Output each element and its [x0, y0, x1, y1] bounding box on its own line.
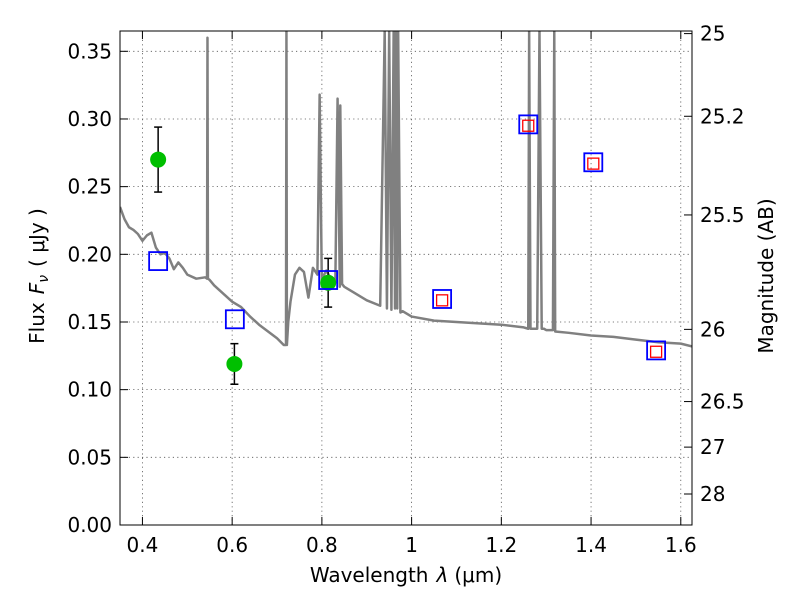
observed-point	[150, 151, 167, 168]
y2-tick-labels: 25 25.2 25.5 26 26.5 27 28	[700, 22, 745, 506]
y2-tick-label: 25.5	[700, 203, 745, 227]
model-point-blue	[583, 152, 604, 173]
y-tick-label: 0.05	[67, 445, 112, 469]
axes	[119, 30, 693, 526]
photometry-points	[148, 114, 667, 385]
y2-tick-label: 25.2	[700, 104, 745, 128]
model-point-blue	[432, 289, 453, 309]
y-tick-labels: 0.00 0.05 0.10 0.15 0.20 0.25 0.30 0.35	[67, 39, 112, 537]
model-point-red	[649, 345, 663, 358]
model-point-blue	[646, 340, 667, 361]
y2-axis-label: Magnitude (AB)	[754, 198, 778, 353]
y2-tick-label: 25	[700, 22, 725, 46]
observed-point	[226, 355, 243, 372]
observed-point	[320, 274, 337, 291]
x-tick-labels: 0.4 0.6 0.8 1 1.2 1.4 1.6	[127, 533, 697, 557]
model-point-blue	[148, 251, 169, 271]
y-tick-label: 0.20	[67, 242, 112, 266]
model-point-red	[435, 294, 449, 307]
x-tick-label: 0.6	[216, 533, 248, 557]
x-tick-label: 0.8	[306, 533, 338, 557]
x-tick-label: 1.2	[485, 533, 517, 557]
y-tick-label: 0.15	[67, 310, 112, 334]
y-tick-label: 0.30	[67, 107, 112, 131]
x-axis-label: Wavelength λ (μm)	[310, 563, 502, 587]
model-point-blue	[318, 270, 339, 290]
model-point-red	[587, 157, 600, 170]
y-tick-label: 0.10	[67, 378, 112, 402]
y-tick-label: 0.00	[67, 513, 112, 537]
x-tick-label: 0.4	[127, 533, 159, 557]
x-tick-label: 1.4	[575, 533, 607, 557]
model-point-red	[522, 119, 535, 132]
y2-tick-label: 28	[700, 482, 725, 506]
y-tick-label: 0.35	[67, 39, 112, 63]
y2-tick-label: 26	[700, 317, 725, 341]
y-tick-label: 0.25	[67, 175, 112, 199]
x-tick-label: 1	[405, 533, 418, 557]
plot-frame	[119, 30, 693, 526]
y2-tick-label: 26.5	[700, 390, 745, 414]
y2-tick-label: 27	[700, 435, 725, 459]
x-tick-label: 1.6	[665, 533, 697, 557]
model-point-blue	[518, 114, 539, 135]
y-axis-label: FluxFν( μJy )	[25, 208, 52, 344]
model-point-blue	[224, 309, 245, 330]
